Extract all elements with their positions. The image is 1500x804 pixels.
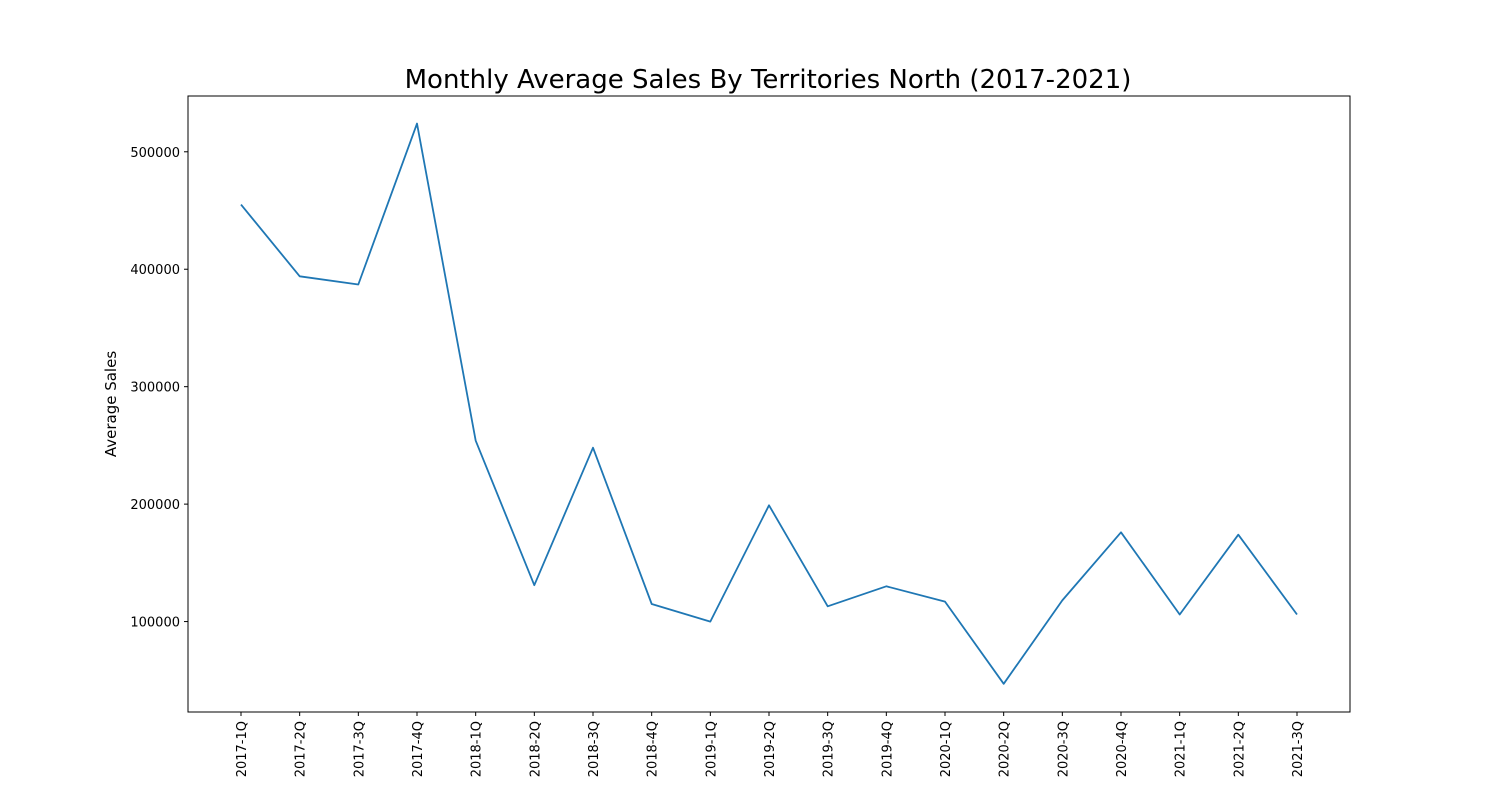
x-tick-label: 2017-4Q (411, 721, 426, 777)
x-tick-label: 2021-1Q (1174, 721, 1189, 777)
plot-area-frame (188, 96, 1350, 712)
x-tick-label: 2019-1Q (704, 721, 719, 777)
series-line (241, 124, 1297, 684)
chart-title: Monthly Average Sales By Territories Nor… (405, 65, 1132, 95)
y-axis-ticks: 100000 200000 300000 400000 500000 (130, 146, 188, 631)
y-tick-label: 500000 (130, 146, 180, 161)
x-tick-label: 2020-2Q (998, 721, 1013, 777)
y-tick-label: 300000 (130, 381, 180, 396)
x-tick-label: 2021-2Q (1232, 721, 1247, 777)
y-tick-label: 100000 (130, 616, 180, 631)
x-tick-label: 2021-3Q (1291, 721, 1306, 777)
x-tick-label: 2020-4Q (1115, 721, 1130, 777)
x-tick-label: 2017-1Q (235, 721, 250, 777)
x-axis-ticks: 2017-1Q 2017-2Q 2017-3Q 2017-4Q 2018-1Q 2018-… (235, 712, 1306, 777)
x-tick-label: 2017-3Q (352, 721, 367, 777)
x-tick-label: 2019-2Q (763, 721, 778, 777)
x-tick-label: 2018-4Q (646, 721, 661, 777)
x-tick-label: 2018-2Q (528, 721, 543, 777)
y-tick-label: 200000 (130, 498, 180, 513)
y-tick-label: 400000 (130, 263, 180, 278)
x-tick-label: 2017-2Q (294, 721, 309, 777)
x-tick-label: 2020-1Q (939, 721, 954, 777)
x-tick-label: 2018-1Q (470, 721, 485, 777)
x-tick-label: 2019-3Q (822, 721, 837, 777)
x-tick-label: 2019-4Q (880, 721, 895, 777)
x-tick-label: 2018-3Q (587, 721, 602, 777)
x-tick-label: 2020-3Q (1056, 721, 1071, 777)
y-axis-label: Average Sales (102, 351, 120, 457)
series-layer (241, 124, 1297, 684)
